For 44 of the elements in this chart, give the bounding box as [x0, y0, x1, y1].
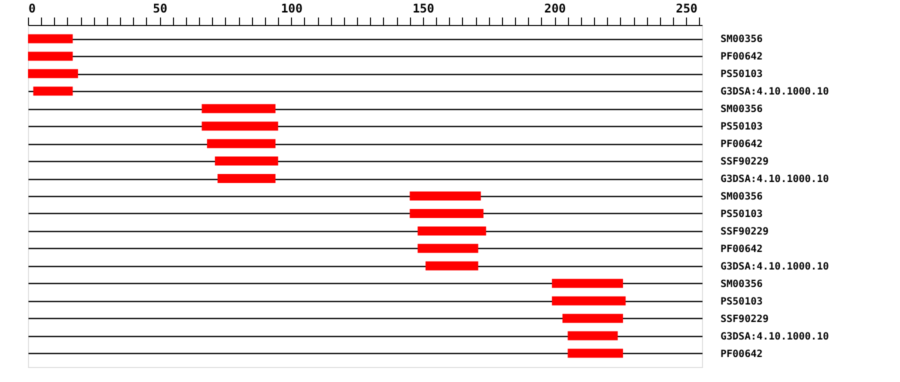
- bar: [568, 348, 624, 358]
- y-tick-label: PS50103: [720, 69, 763, 80]
- y-tick-label: SM00356: [720, 278, 763, 290]
- y-tick-label: SSF90229: [720, 226, 769, 238]
- x-tick-label: 150: [412, 2, 434, 16]
- bar: [218, 174, 276, 184]
- y-tick-label: PS50103: [720, 208, 763, 220]
- bar: [552, 278, 624, 288]
- bar: [418, 226, 486, 236]
- y-tick-label: PS50103: [720, 122, 763, 133]
- x-tick-label: 250: [676, 2, 698, 16]
- y-tick-label: G3DSA:4.10.1000.10: [720, 86, 829, 98]
- bar: [28, 52, 73, 61]
- x-tick-label: 100: [280, 2, 303, 16]
- bar: [552, 296, 626, 306]
- bar: [28, 34, 73, 44]
- y-tick-label: SSF90229: [720, 314, 769, 325]
- y-tick-label: PF00642: [720, 139, 763, 150]
- bar: [214, 156, 278, 166]
- y-tick-label: SM00356: [720, 104, 763, 116]
- y-tick-label: PF00642: [720, 52, 763, 63]
- y-tick-label: SM00356: [720, 34, 763, 46]
- y-tick-label: G3DSA:4.10.1000.10: [720, 261, 829, 272]
- bar: [207, 139, 276, 148]
- y-tick-label: PS50103: [720, 296, 763, 308]
- bar: [562, 314, 624, 323]
- bar: [202, 122, 278, 131]
- y-tick-label: SM00356: [720, 192, 763, 202]
- bar: [568, 331, 618, 340]
- y-tick-label: SSF90229: [720, 156, 769, 168]
- y-tick-label: PF00642: [720, 244, 763, 255]
- bar: [202, 104, 276, 114]
- y-tick-label: G3DSA:4.10.1000.10: [720, 331, 829, 342]
- x-tick-label: 50: [152, 2, 168, 16]
- bar: [426, 261, 478, 270]
- y-tick-label: G3DSA:4.10.1000.10: [720, 174, 829, 186]
- bar: [28, 69, 78, 78]
- bar: [410, 208, 484, 218]
- y-tick-label: PF00642: [720, 348, 763, 360]
- bar: [33, 86, 73, 96]
- bar: [410, 192, 481, 200]
- x-tick-label: 0: [28, 2, 36, 16]
- x-tick-label: 200: [544, 2, 566, 16]
- bar: [418, 244, 478, 253]
